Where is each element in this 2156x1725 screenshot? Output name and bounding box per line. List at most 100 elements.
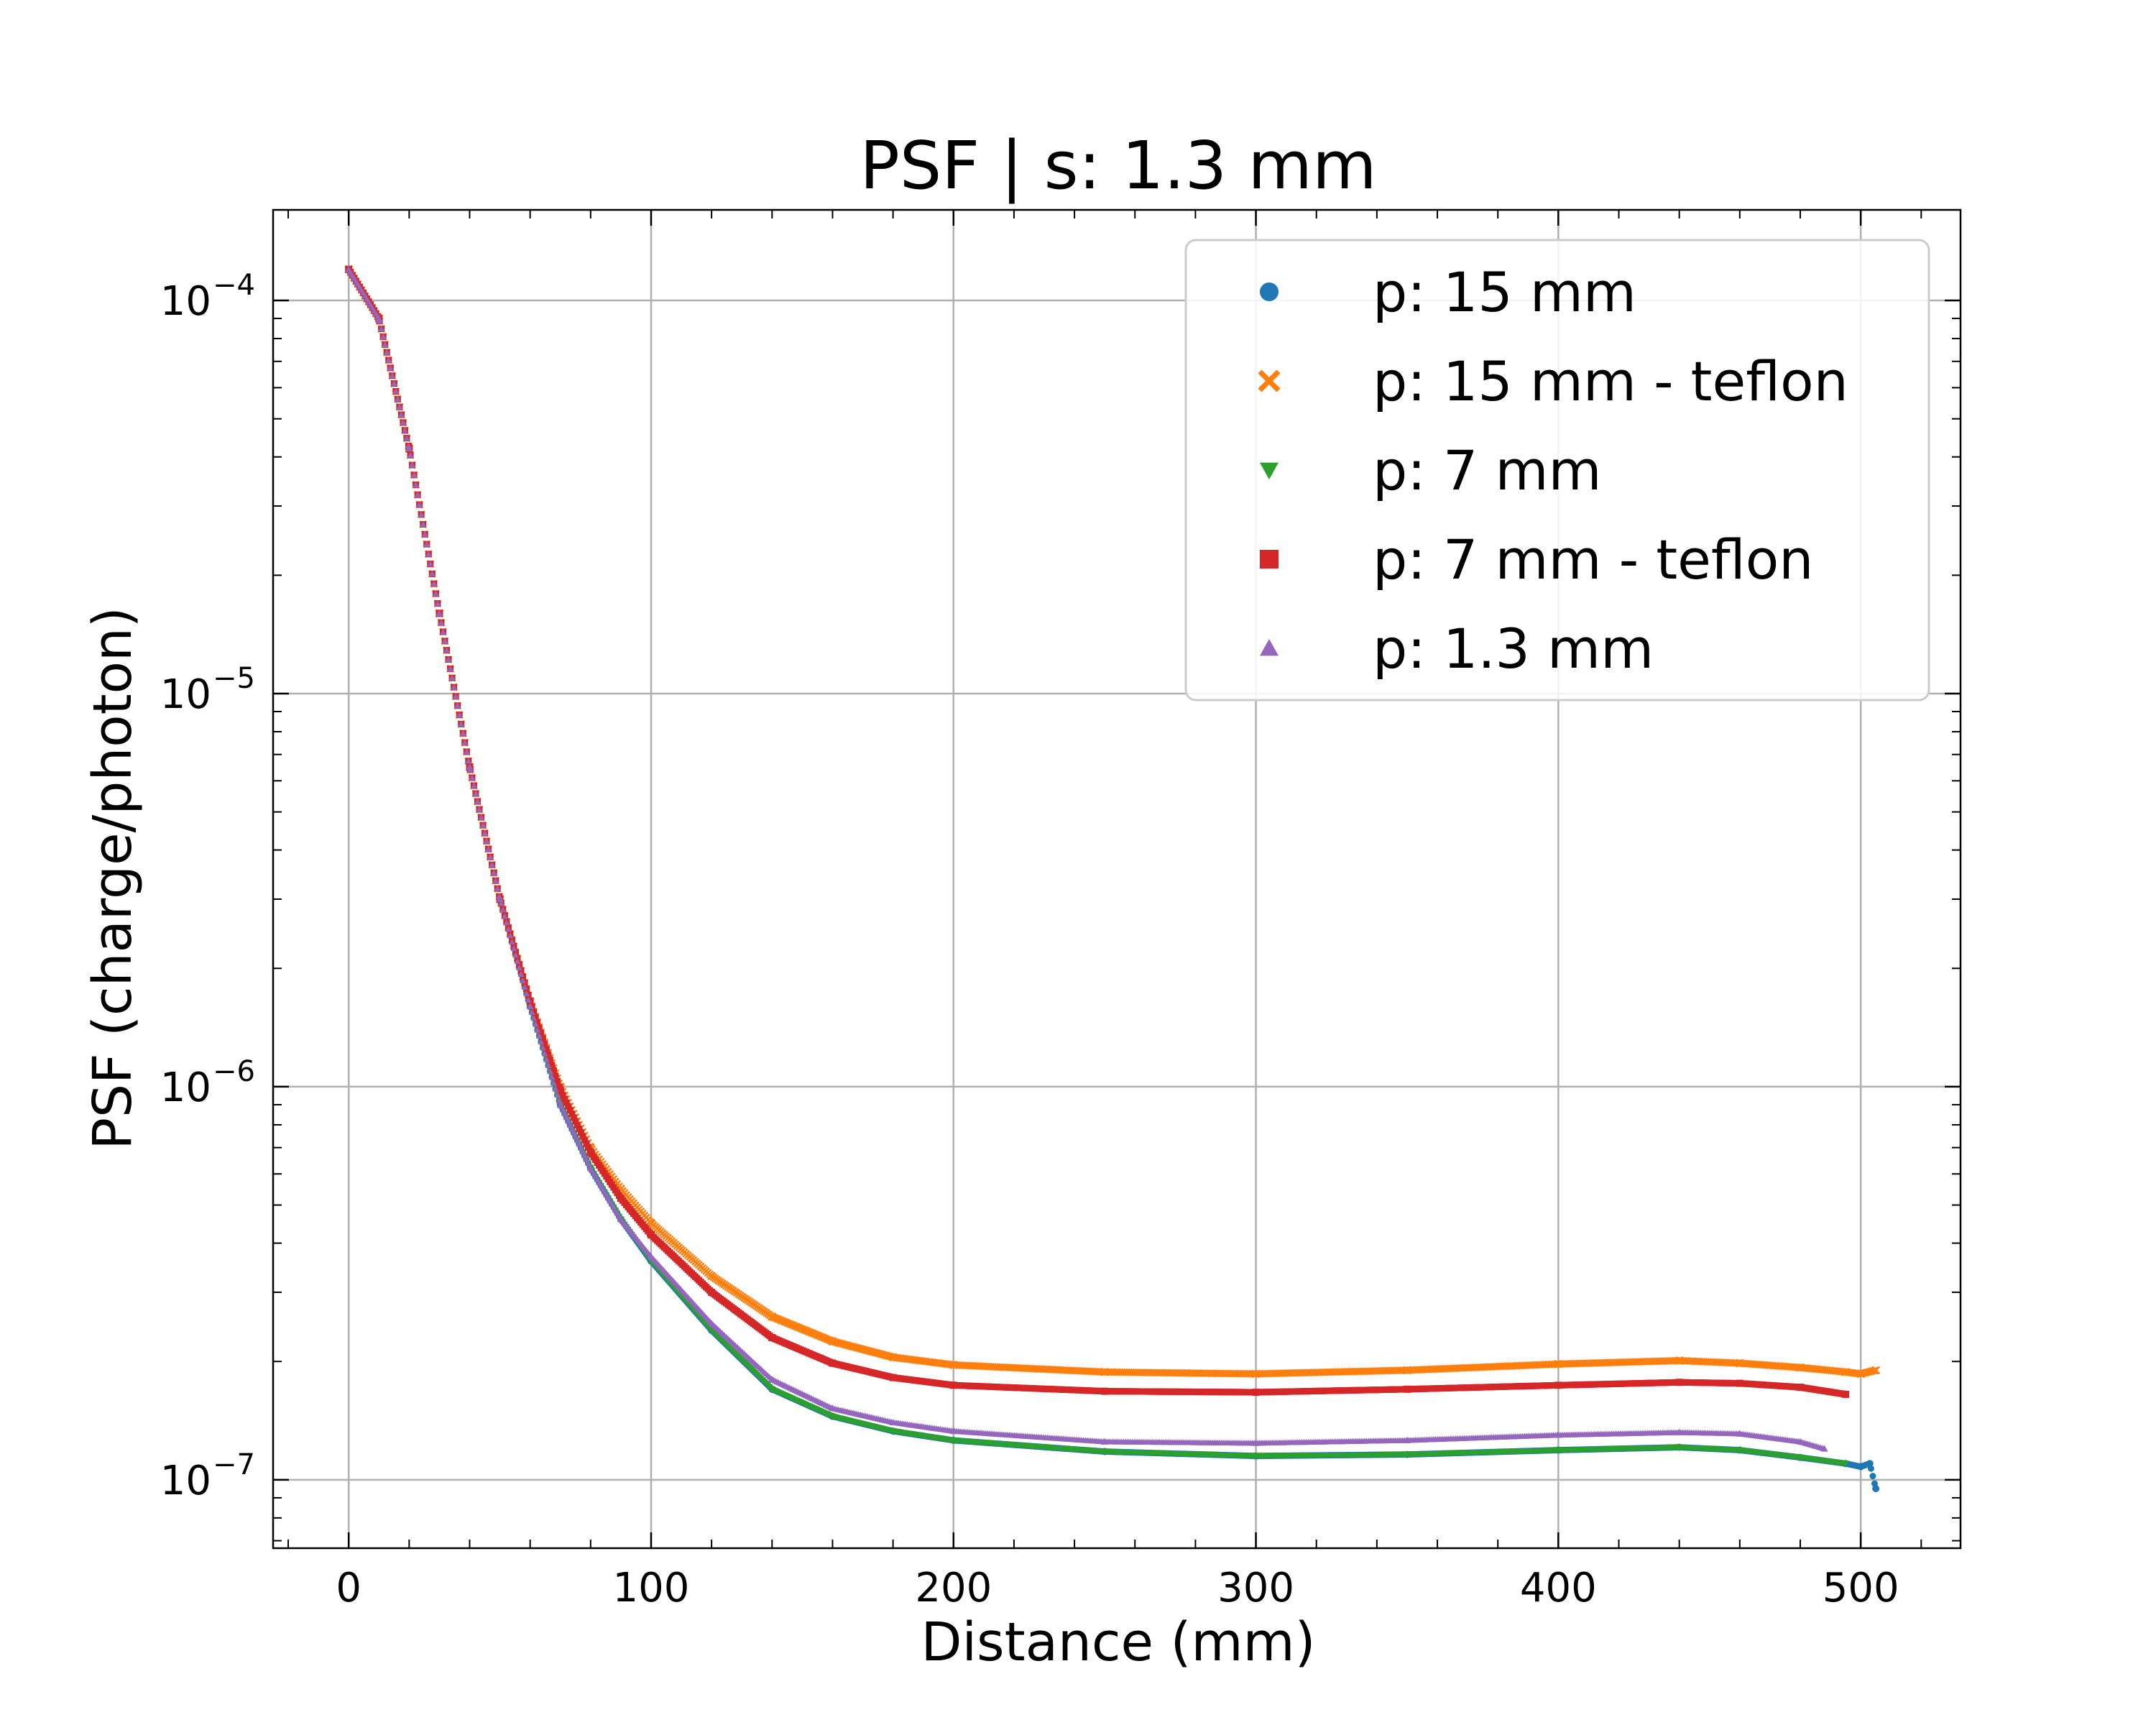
data-point bbox=[572, 1118, 579, 1125]
data-point bbox=[487, 853, 494, 860]
data-point bbox=[888, 1353, 898, 1362]
legend-marker bbox=[1260, 639, 1279, 656]
data-point bbox=[407, 451, 414, 458]
data-point bbox=[409, 461, 416, 468]
data-point bbox=[432, 590, 439, 597]
data-point bbox=[889, 1418, 897, 1425]
data-point bbox=[521, 983, 528, 990]
legend: p: 15 mm p: 15 mm - teflon p: 7 mm p: 7 mm … bbox=[1184, 239, 1930, 702]
data-point bbox=[829, 1404, 837, 1412]
data-point bbox=[617, 1215, 625, 1223]
data-point bbox=[545, 1062, 552, 1068]
data-point bbox=[383, 349, 390, 355]
data-point bbox=[548, 1074, 556, 1080]
data-point bbox=[1554, 1359, 1563, 1368]
data-point bbox=[949, 1427, 957, 1435]
data-point bbox=[413, 482, 420, 488]
data-point bbox=[1842, 1460, 1850, 1468]
data-point bbox=[554, 1077, 561, 1085]
data-point bbox=[461, 739, 469, 745]
data-point bbox=[534, 1019, 541, 1026]
data-point bbox=[577, 1129, 584, 1136]
data-point bbox=[561, 1095, 568, 1103]
data-point bbox=[1736, 1379, 1743, 1387]
y-tick-label-exponent: −4 bbox=[213, 269, 255, 302]
y-axis-label: PSF (charge/photon) bbox=[82, 607, 144, 1149]
data-point bbox=[543, 1056, 550, 1062]
legend-marker bbox=[1258, 369, 1281, 392]
data-point bbox=[1871, 1366, 1881, 1375]
data-point bbox=[447, 665, 454, 671]
data-point bbox=[526, 1003, 534, 1010]
legend-label: p: 1.3 mm bbox=[1373, 617, 1654, 681]
data-point bbox=[441, 638, 448, 644]
data-point bbox=[510, 945, 517, 952]
data-point bbox=[403, 435, 410, 441]
data-point bbox=[508, 939, 515, 945]
plot-frame bbox=[272, 208, 1962, 1550]
data-point bbox=[472, 790, 479, 796]
legend-marker bbox=[1260, 462, 1279, 479]
data-point bbox=[525, 996, 532, 1003]
data-point bbox=[501, 913, 508, 919]
data-point bbox=[517, 967, 525, 974]
data-point bbox=[514, 958, 521, 965]
legend-label: p: 15 mm bbox=[1373, 260, 1636, 324]
data-point bbox=[543, 1046, 550, 1053]
data-point bbox=[1820, 1445, 1828, 1452]
data-point bbox=[496, 895, 504, 902]
data-point bbox=[568, 1110, 576, 1118]
data-point bbox=[768, 1334, 776, 1342]
data-point bbox=[949, 1381, 957, 1389]
data-point bbox=[345, 265, 353, 272]
data-point bbox=[458, 720, 465, 727]
data-point bbox=[454, 702, 461, 709]
data-point bbox=[707, 1271, 717, 1281]
x-tick-label: 300 bbox=[1217, 1565, 1294, 1611]
data-point bbox=[474, 798, 481, 804]
data-point bbox=[546, 1057, 553, 1064]
legend-entries: p: 15 mm p: 15 mm - teflon p: 7 mm p: 7 mm … bbox=[1258, 260, 1848, 681]
data-point bbox=[535, 1024, 543, 1031]
data-point bbox=[396, 403, 403, 410]
data-point bbox=[520, 977, 527, 984]
y-tick-label-exponent: −7 bbox=[213, 1448, 255, 1481]
data-point bbox=[1796, 1454, 1804, 1461]
data-point bbox=[566, 1107, 573, 1114]
data-point bbox=[1675, 1379, 1683, 1386]
data-point bbox=[538, 1030, 545, 1037]
data-point bbox=[499, 906, 507, 913]
data-point bbox=[517, 970, 525, 978]
data-point bbox=[539, 1044, 546, 1051]
data-point bbox=[1251, 1369, 1261, 1379]
data-point bbox=[573, 1121, 581, 1128]
data-point bbox=[387, 364, 394, 371]
data-point bbox=[586, 1164, 594, 1172]
data-point bbox=[421, 530, 428, 537]
x-tick-label: 100 bbox=[613, 1565, 690, 1611]
data-point bbox=[438, 619, 445, 625]
data-point bbox=[507, 932, 514, 939]
legend-label: p: 7 mm - teflon bbox=[1373, 528, 1813, 592]
y-tick-label: 10 bbox=[160, 671, 211, 718]
data-point bbox=[516, 961, 523, 968]
legend-label: p: 7 mm bbox=[1373, 438, 1602, 502]
y-tick-label: 10 bbox=[160, 1064, 211, 1111]
data-point bbox=[768, 1312, 777, 1321]
data-point bbox=[532, 1013, 539, 1021]
data-point bbox=[539, 1035, 546, 1042]
y-tick-label-exponent: −5 bbox=[213, 662, 255, 695]
data-point bbox=[451, 684, 458, 690]
data-point bbox=[647, 1253, 655, 1260]
data-point bbox=[516, 965, 523, 971]
data-point bbox=[482, 829, 489, 836]
data-point bbox=[1796, 1384, 1804, 1392]
x-tick-label: 0 bbox=[336, 1565, 361, 1611]
data-point bbox=[465, 758, 472, 764]
data-point bbox=[1101, 1448, 1109, 1455]
data-point bbox=[1101, 1438, 1109, 1445]
data-point bbox=[490, 869, 497, 875]
data-point bbox=[492, 877, 499, 883]
data-point bbox=[476, 806, 483, 812]
